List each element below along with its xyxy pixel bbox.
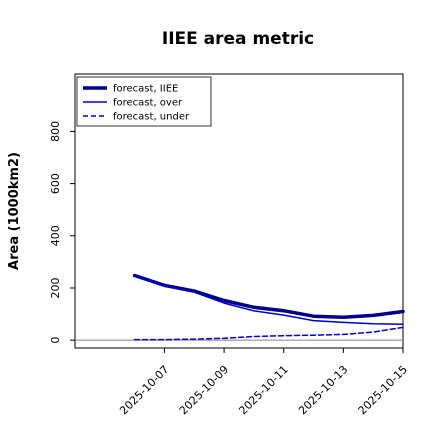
y-tick-label: 600	[49, 173, 62, 194]
x-tick-label: 2025-10-07	[117, 363, 171, 417]
y-tick-label: 800	[49, 121, 62, 142]
legend-label: forecast, IIEE	[113, 84, 178, 95]
x-tick-label: 2025-10-15	[356, 363, 410, 417]
y-tick-label: 200	[49, 277, 62, 298]
x-tick-label: 2025-10-11	[236, 363, 290, 417]
legend-label: forecast, under	[113, 112, 190, 123]
chart-title: IIEE area metric	[162, 29, 314, 49]
plot-frame	[74, 73, 404, 349]
x-tick-label: 2025-10-13	[296, 363, 350, 417]
y-tick-label: 400	[49, 225, 62, 246]
legend-label: forecast, over	[113, 98, 183, 109]
series-line	[133, 326, 404, 341]
y-tick-label: 0	[49, 337, 62, 344]
y-axis-label: Area (1000km2)	[7, 152, 22, 270]
series-line	[133, 275, 404, 326]
x-tick-label: 2025-10-09	[177, 363, 231, 417]
series-line	[132, 273, 405, 319]
